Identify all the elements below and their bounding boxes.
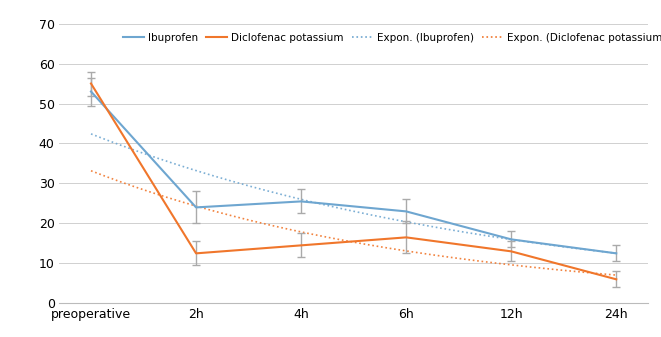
Legend: Ibuprofen, Diclofenac potassium, Expon. (Ibuprofen), Expon. (Diclofenac potassiu: Ibuprofen, Diclofenac potassium, Expon. … — [118, 29, 661, 47]
